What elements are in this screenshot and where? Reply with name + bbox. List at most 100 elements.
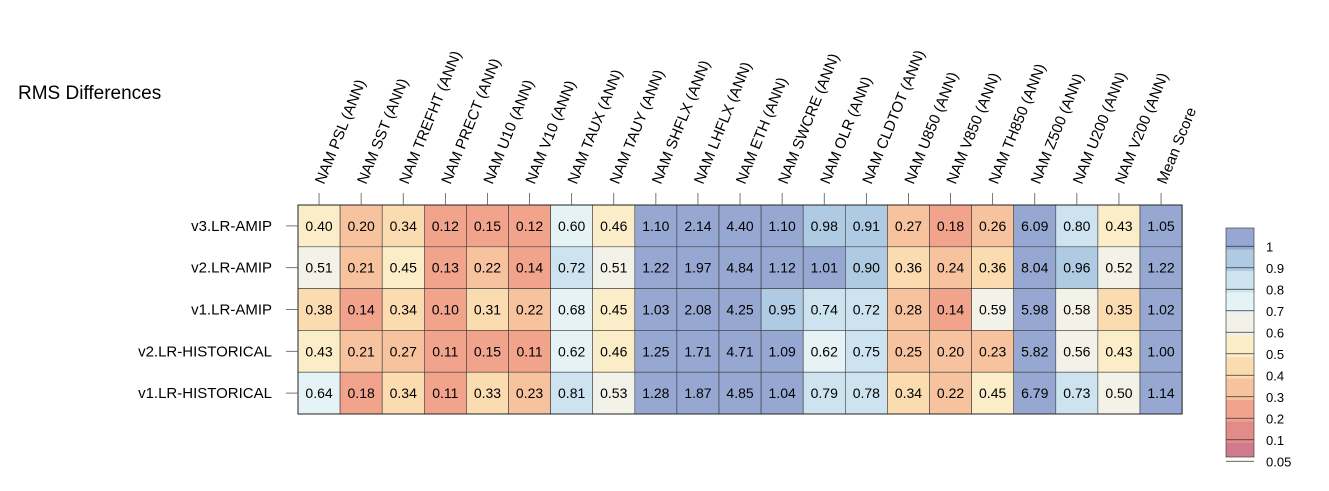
colorbar-swatch — [1226, 400, 1254, 422]
colorbar-swatch — [1226, 314, 1254, 336]
cell-value-label: 1.97 — [684, 260, 711, 276]
cell-value-label: 0.60 — [558, 218, 585, 234]
cell-value-label: 1.25 — [642, 343, 669, 359]
colorbar-label: 0.3 — [1266, 390, 1284, 405]
cell-value-label: 0.35 — [1105, 302, 1132, 318]
cell-value-label: 0.36 — [895, 260, 922, 276]
colorbar-swatch — [1226, 335, 1254, 357]
cell-value-label: 0.36 — [979, 260, 1006, 276]
heatmap-cell — [634, 330, 678, 373]
heatmap-cell — [929, 288, 972, 331]
heatmap-cell — [971, 288, 1014, 331]
cell-value-label: 0.23 — [979, 343, 1006, 359]
heatmap-cell — [297, 330, 341, 373]
heatmap-cell — [760, 204, 804, 248]
heatmap-cell — [381, 246, 425, 289]
cell-value-label: 0.12 — [432, 218, 459, 234]
cell-value-label: 1.28 — [642, 385, 669, 401]
row-label: v1.LR-AMIP — [191, 302, 272, 319]
heatmap-cell — [550, 246, 593, 289]
chart-title: RMS Differences — [18, 83, 162, 104]
cell-value-label: 0.43 — [305, 343, 332, 359]
cell-value-label: 4.85 — [726, 385, 753, 401]
heatmap-cell — [508, 246, 551, 289]
heatmap-cell — [929, 371, 972, 415]
colorbar-label: 0.2 — [1266, 411, 1284, 426]
cell-value-label: 0.52 — [1105, 260, 1132, 276]
cell-value-label: 6.79 — [1021, 385, 1048, 401]
heatmap-cell — [634, 288, 678, 331]
heatmap-cell — [760, 330, 804, 373]
cell-value-label: 0.58 — [1063, 302, 1090, 318]
heatmap-cell — [887, 204, 930, 248]
cell-value-label: 1.02 — [1147, 302, 1174, 318]
cell-value-label: 0.23 — [516, 385, 543, 401]
heatmap-cell — [550, 204, 593, 248]
cell-value-label: 0.96 — [1063, 260, 1090, 276]
heatmap-cell — [1139, 288, 1183, 331]
heatmap-cell — [1055, 288, 1099, 331]
cell-value-label: 4.25 — [726, 302, 753, 318]
cell-value-label: 0.34 — [390, 385, 417, 401]
heatmap-cell — [718, 371, 762, 415]
cell-value-label: 1.87 — [684, 385, 711, 401]
heatmap-cell — [508, 288, 551, 331]
colorbar-label: 0.4 — [1266, 368, 1284, 383]
heatmap-cell — [297, 288, 341, 331]
cell-value-label: 0.46 — [600, 218, 627, 234]
heatmap-cell — [718, 204, 762, 248]
heatmap-cell — [1097, 246, 1141, 289]
cell-value-label: 0.72 — [853, 302, 880, 318]
heatmap-cell — [844, 288, 888, 331]
heatmap-cell — [760, 288, 804, 331]
cell-value-label: 0.45 — [390, 260, 417, 276]
cell-value-label: 1.05 — [1147, 218, 1174, 234]
cell-value-label: 1.10 — [642, 218, 669, 234]
colorbar-label: 0.6 — [1266, 325, 1284, 340]
row-label: v3.LR-AMIP — [191, 218, 272, 235]
cell-value-label: 0.22 — [937, 385, 964, 401]
cell-value-label: 0.53 — [600, 385, 627, 401]
cell-value-label: 1.71 — [684, 343, 711, 359]
cell-value-label: 0.31 — [474, 302, 501, 318]
heatmap-cell — [592, 246, 636, 289]
heatmap-cell — [676, 246, 720, 289]
row-label: v2.LR-HISTORICAL — [138, 343, 272, 360]
colorbar-frame — [1225, 227, 1255, 458]
heatmap-cell — [676, 288, 720, 331]
cell-value-label: 0.80 — [1063, 218, 1090, 234]
cell-value-label: 1.09 — [769, 343, 796, 359]
heatmap-cell — [1013, 204, 1057, 248]
colorbar-label: 0.5 — [1266, 347, 1284, 362]
cell-value-label: 0.21 — [348, 343, 375, 359]
heatmap-cell — [423, 288, 467, 331]
cell-value-label: 0.34 — [895, 385, 922, 401]
heatmap-cell — [423, 330, 467, 373]
row-label: v2.LR-AMIP — [191, 260, 272, 277]
cell-value-label: 0.45 — [600, 302, 627, 318]
cell-value-label: 0.20 — [937, 343, 964, 359]
cell-value-label: 1.10 — [769, 218, 796, 234]
cell-value-label: 0.45 — [979, 385, 1006, 401]
colorbar-label: 1 — [1266, 239, 1273, 254]
cell-value-label: 0.24 — [937, 260, 964, 276]
cell-value-label: 0.18 — [348, 385, 375, 401]
heatmap-cell — [802, 246, 846, 289]
cell-value-label: 0.74 — [811, 302, 838, 318]
cell-value-label: 0.40 — [305, 218, 332, 234]
heatmap-cell — [634, 204, 678, 248]
cell-value-label: 0.12 — [516, 218, 543, 234]
heatmap-cell — [381, 371, 425, 415]
cell-value-label: 0.13 — [432, 260, 459, 276]
heatmap-cell — [1055, 330, 1099, 373]
heatmap-cell — [1139, 246, 1183, 289]
cell-value-label: 1.14 — [1147, 385, 1174, 401]
cell-value-label: 0.59 — [979, 302, 1006, 318]
cell-value-label: 0.68 — [558, 302, 585, 318]
cell-value-label: 4.71 — [726, 343, 753, 359]
heatmap-cell — [760, 246, 804, 289]
cell-value-label: 0.15 — [474, 343, 501, 359]
cell-value-label: 0.11 — [432, 343, 458, 359]
cell-value-label: 0.46 — [600, 343, 627, 359]
cell-value-label: 0.34 — [390, 302, 417, 318]
